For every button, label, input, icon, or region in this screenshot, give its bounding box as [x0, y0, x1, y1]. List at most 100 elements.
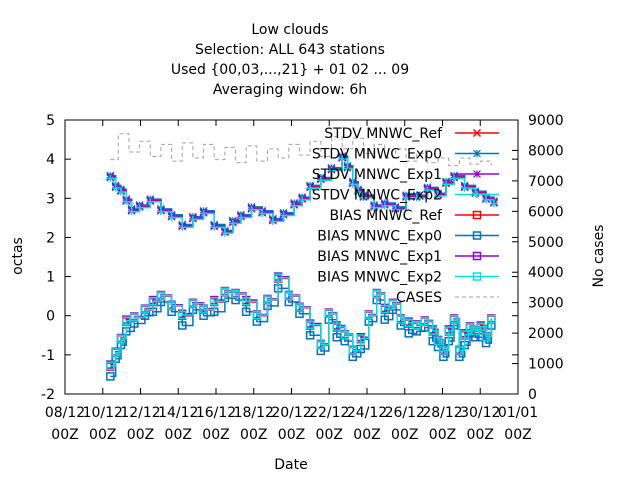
- data-point: [231, 289, 240, 298]
- data-point: [316, 340, 326, 349]
- x-tick-label-time: 00Z: [202, 427, 229, 443]
- data-point: [106, 372, 115, 381]
- data-point: [306, 184, 314, 192]
- data-point: [482, 196, 490, 204]
- data-point: [381, 202, 389, 210]
- legend-label: STDV MNWC_Exp1: [312, 167, 442, 183]
- data-point: [136, 204, 144, 212]
- data-point: [476, 332, 485, 342]
- data-point: [305, 320, 315, 329]
- data-point: [305, 331, 315, 340]
- data-point: [404, 329, 413, 338]
- legend-label: BIAS MNWC_Exp2: [317, 270, 442, 286]
- x-tick-label-date: 16/12: [196, 405, 236, 421]
- series-bias-mnwc-exp1: [106, 272, 496, 369]
- data-point: [157, 208, 165, 216]
- data-point: [423, 186, 431, 194]
- data-point: [269, 217, 277, 225]
- data-point: [349, 180, 357, 188]
- data-point: [178, 223, 186, 231]
- data-point: [298, 196, 306, 204]
- title-line-2: Selection: ALL 643 stations: [195, 42, 385, 58]
- legend-label: STDV MNWC_Exp0: [312, 147, 442, 163]
- data-point: [248, 206, 256, 214]
- legend-label: BIAS MNWC_Exp0: [317, 229, 442, 245]
- legend-marker: [473, 149, 481, 158]
- y-tick-label: -1: [41, 348, 55, 364]
- data-point: [404, 318, 413, 328]
- x-tick-label-date: 28/12: [422, 405, 462, 421]
- data-point: [263, 295, 272, 304]
- y2-tick-label: 6000: [528, 204, 564, 220]
- y-tick-label: -2: [41, 387, 55, 403]
- data-point: [327, 166, 335, 174]
- data-point: [258, 210, 266, 218]
- data-point: [112, 184, 120, 192]
- data-point: [111, 348, 120, 357]
- legend-label: BIAS MNWC_Exp1: [317, 249, 442, 265]
- y2-tick-label: 5000: [528, 235, 564, 251]
- legend-marker: [472, 231, 482, 240]
- legend-marker: [473, 170, 481, 178]
- legend-marker: [472, 128, 482, 138]
- y-tick-label: 3: [46, 191, 55, 207]
- series-bias-mnwc-exp2: [106, 273, 496, 371]
- y-tick-label: 0: [46, 309, 55, 325]
- data-point: [295, 303, 304, 312]
- chart-title: Low clouds Selection: ALL 643 stations U…: [171, 22, 409, 98]
- data-point: [476, 322, 485, 331]
- y2-tick-label: 4000: [528, 265, 564, 281]
- data-point: [122, 198, 130, 206]
- data-point: [116, 334, 126, 343]
- x-tick-label-date: 18/12: [234, 405, 274, 421]
- data-point: [241, 296, 251, 306]
- x-axis-label: Date: [274, 457, 307, 473]
- data-point: [130, 312, 139, 322]
- data-point: [450, 174, 458, 182]
- x-tick-label-date: 20/12: [271, 405, 311, 421]
- data-point: [168, 213, 176, 221]
- data-point: [449, 314, 459, 324]
- data-point: [461, 184, 469, 192]
- x-tick-label-date: 26/12: [385, 405, 425, 421]
- y2-tick-label: 2000: [528, 326, 564, 342]
- legend-label: STDV MNWC_Ref: [324, 126, 443, 142]
- data-point: [229, 219, 237, 227]
- title-line-1: Low clouds: [251, 22, 328, 38]
- title-line-4: Averaging window: 6h: [213, 82, 367, 98]
- series-cases: [110, 133, 492, 167]
- data-point: [402, 194, 410, 202]
- y2-axis-label: No cases: [591, 225, 607, 288]
- data-point: [106, 174, 114, 182]
- y-tick-label: 5: [46, 113, 55, 129]
- data-point: [156, 291, 166, 300]
- data-point: [140, 305, 150, 314]
- series-stdv-mnwc-exp2: [106, 155, 498, 237]
- x-tick-label-date: 14/12: [158, 405, 198, 421]
- legend: STDV MNWC_Ref STDV MNWC_Exp0 STDV MNWC_Exp…: [312, 126, 499, 306]
- legend-marker: [472, 251, 482, 261]
- data-point: [117, 188, 125, 196]
- data-point: [442, 180, 450, 188]
- data-point: [391, 206, 399, 214]
- data-point: [148, 296, 158, 306]
- data-point: [428, 326, 437, 335]
- data-point: [324, 309, 334, 318]
- series-line: [110, 133, 492, 167]
- x-tick-label-date: 12/12: [120, 405, 160, 421]
- y2-tick-label: 7000: [528, 174, 564, 190]
- data-point: [128, 208, 136, 216]
- data-point: [280, 212, 288, 220]
- legend-label: CASES: [396, 290, 442, 306]
- x-tick-label-date: 08/12: [45, 405, 85, 421]
- series-layer: [106, 133, 499, 381]
- data-point: [413, 194, 421, 202]
- data-point: [433, 336, 443, 345]
- data-point: [188, 299, 198, 308]
- data-point: [420, 316, 429, 326]
- x-tick-label-time: 00Z: [240, 427, 267, 443]
- legend-marker: [472, 210, 482, 220]
- plot-frame: [64, 119, 519, 395]
- data-point: [359, 194, 367, 202]
